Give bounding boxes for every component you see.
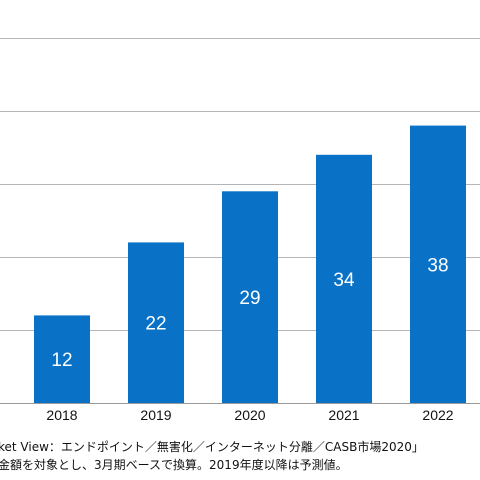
x-tick-2021: 2021 xyxy=(328,407,359,423)
data-label-2019: 22 xyxy=(145,314,166,335)
bar-2019 xyxy=(128,242,184,403)
bar-2021 xyxy=(316,154,372,403)
data-labels: 12 22 29 34 38 xyxy=(51,255,448,371)
source-note: ket View：エンドポイント／無害化／インターネット分離／CASB市場202… xyxy=(0,440,424,454)
x-tick-2019: 2019 xyxy=(140,407,171,423)
bars xyxy=(34,125,466,403)
bar-2018 xyxy=(34,315,90,403)
x-tick-2022: 2022 xyxy=(422,407,453,423)
gridlines xyxy=(0,38,480,331)
data-label-2021: 34 xyxy=(333,270,355,291)
x-tick-2018: 2018 xyxy=(46,407,77,423)
x-tick-labels: 201720182019202020212022 xyxy=(46,407,453,423)
method-note: 金額を対象とし、3月期ベースで換算。2019年度以降は予測値。 xyxy=(0,458,348,472)
data-label-2022: 38 xyxy=(427,255,448,276)
bar-2020 xyxy=(222,191,278,403)
data-label-2020: 29 xyxy=(239,288,260,309)
x-tick-2020: 2020 xyxy=(234,407,265,423)
data-label-2018: 12 xyxy=(51,350,72,371)
bar-2022 xyxy=(410,125,466,403)
